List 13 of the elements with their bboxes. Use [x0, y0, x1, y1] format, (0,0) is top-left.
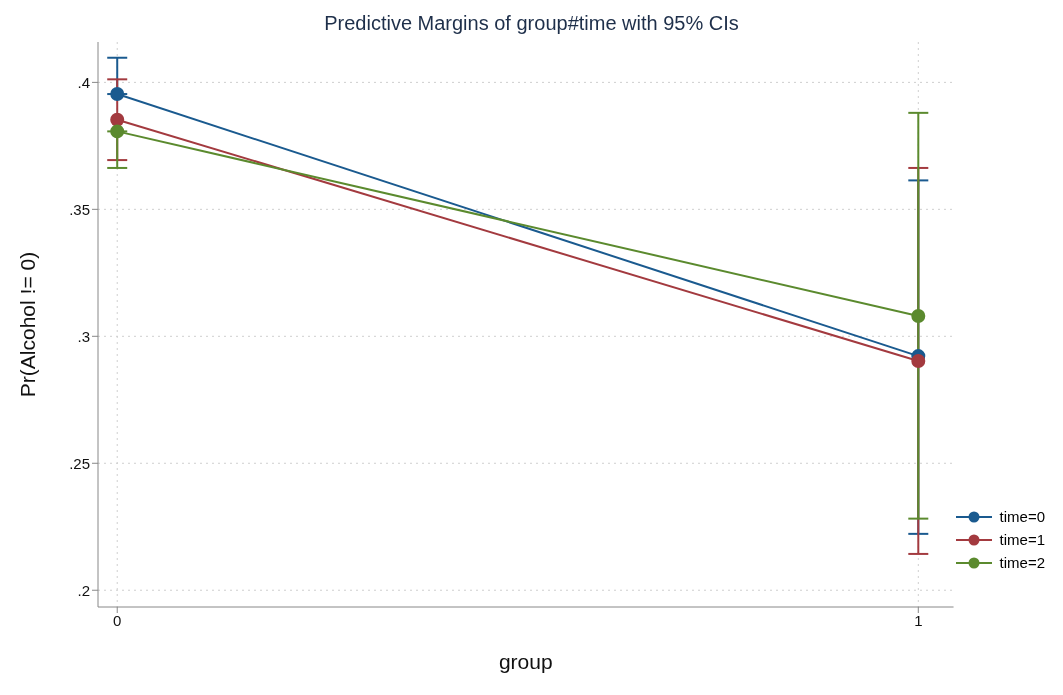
y-tick-label: .3 [77, 327, 90, 345]
y-tick-label: .2 [77, 581, 90, 599]
y-tick-label: .35 [69, 200, 90, 218]
x-tick-label: 1 [914, 611, 923, 629]
legend-label: time=2 [999, 554, 1045, 571]
y-tick-label: .4 [77, 73, 90, 91]
chart-title: Predictive Margins of group#time with 95% CIs [323, 11, 740, 36]
x-axis-title: group [498, 650, 553, 673]
y-tick-label: .25 [69, 454, 90, 472]
y-axis-title: Pr(Alcohol != 0) [16, 251, 40, 398]
legend-label: time=0 [999, 508, 1045, 525]
x-tick-label: 0 [113, 611, 122, 629]
legend-label: time=1 [999, 531, 1045, 548]
